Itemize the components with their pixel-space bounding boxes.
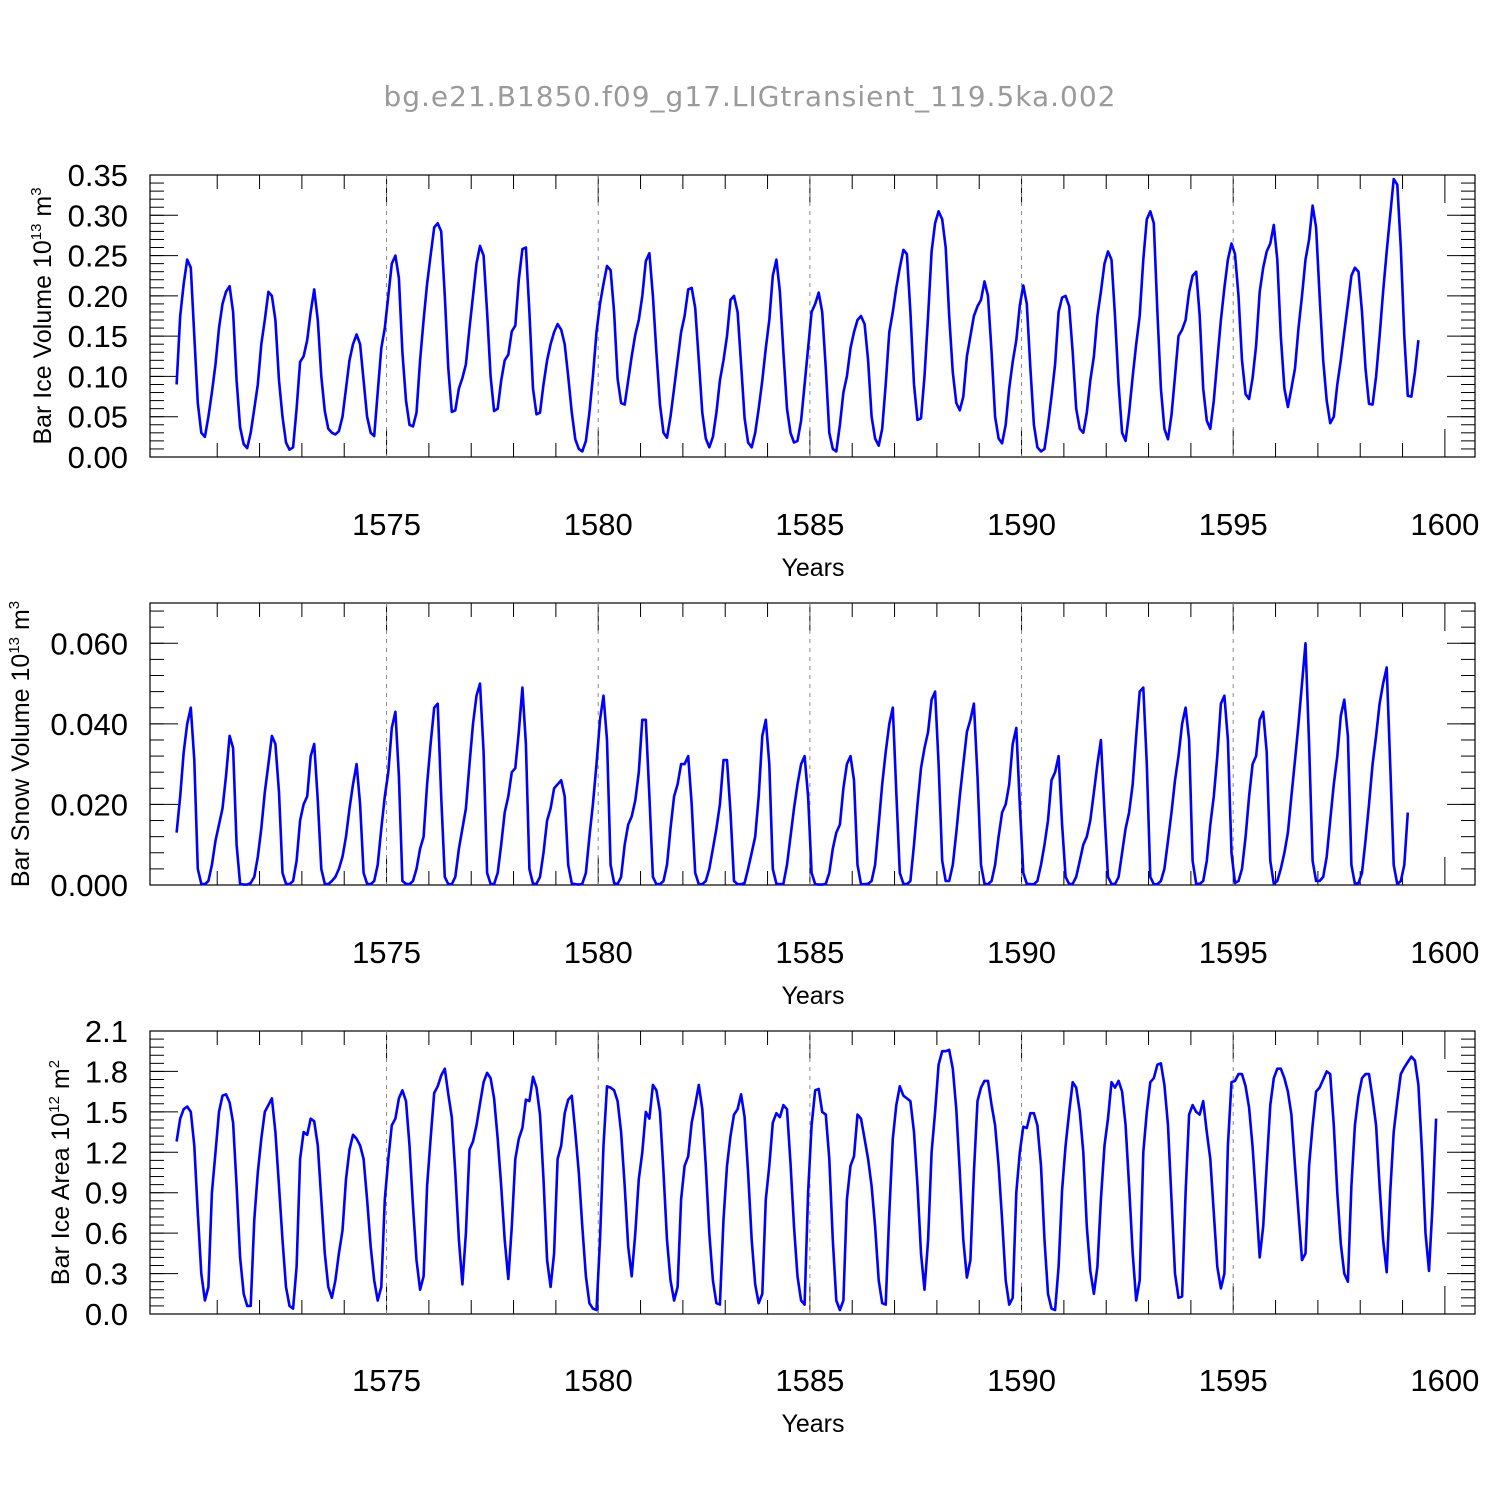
panel-1-y-tick-label: 0.15 [68, 319, 128, 354]
panel-2-x-tick-label: 1575 [352, 935, 421, 970]
panel-2-y-tick-label: 0.040 [50, 707, 128, 742]
panel-1-y-tick-label: 0.20 [68, 279, 128, 314]
panel-1-y-tick-label: 0.25 [68, 239, 128, 274]
panel-3-x-tick-label: 1590 [987, 1363, 1056, 1398]
panel-2-x-tick-label: 1580 [564, 935, 633, 970]
panel-3-y-tick-label: 2.1 [85, 1014, 128, 1049]
panel-1-y-tick-label: 0.00 [68, 440, 128, 475]
panel-3-x-tick-label: 1580 [564, 1363, 633, 1398]
panel-2-x-axis-label: Years [781, 982, 844, 1010]
panel-1-y-axis-label: Bar Ice Volume 1013 m3 [28, 187, 57, 444]
panel-2-y-axis-label: Bar Snow Volume 1013 m3 [6, 601, 35, 887]
panel-3-series-line [175, 1048, 1438, 1312]
panel-1-y-tick-label: 0.10 [68, 359, 128, 394]
panel-2-x-tick-label: 1595 [1199, 935, 1268, 970]
panel-2-x-tick-label: 1590 [987, 935, 1056, 970]
panel-3-x-tick-label: 1585 [775, 1363, 844, 1398]
panel-1-series-line [175, 177, 1420, 453]
panel-3-x-tick-label: 1595 [1199, 1363, 1268, 1398]
panel-3-x-tick-label: 1600 [1410, 1363, 1479, 1398]
panel-1-x-tick-label: 1590 [987, 507, 1056, 542]
panel-3-y-tick-label: 1.2 [85, 1135, 128, 1170]
panel-3-x-tick-label: 1575 [352, 1363, 421, 1398]
panel-3-y-tick-label: 0.3 [85, 1257, 128, 1292]
panel-1-plot-frame [149, 174, 1476, 458]
panel-2-y-tick-label: 0.060 [50, 626, 128, 661]
panel-1-y-tick-label: 0.05 [68, 400, 128, 435]
panel-3-y-axis-label: Bar Ice Area 1012 m2 [46, 1060, 75, 1285]
panel-3-y-tick-label: 0.0 [85, 1297, 128, 1332]
panel-3-plot-frame [149, 1030, 1476, 1315]
panel-2-x-tick-label: 1585 [775, 935, 844, 970]
panel-1-x-tick-label: 1595 [1199, 507, 1268, 542]
panel-2-y-tick-label: 0.020 [50, 787, 128, 822]
panel-1-x-tick-label: 1580 [564, 507, 633, 542]
panel-3-y-tick-label: 1.5 [85, 1095, 128, 1130]
chart-title: bg.e21.B1850.f09_g17.LIGtransient_119.5k… [383, 80, 1117, 113]
panel-3-y-tick-label: 0.9 [85, 1176, 128, 1211]
panel-2-x-tick-label: 1600 [1410, 935, 1479, 970]
panel-3-x-axis-label: Years [781, 1410, 844, 1438]
panel-3-y-tick-label: 1.8 [85, 1054, 128, 1089]
panel-1-x-axis-label: Years [781, 554, 844, 582]
panel-2-series-line [175, 641, 1410, 886]
panel-3-y-tick-label: 0.6 [85, 1216, 128, 1251]
panel-2-y-tick-label: 0.000 [50, 868, 128, 903]
panel-2-plot-frame [149, 602, 1476, 886]
panel-1-x-tick-label: 1575 [352, 507, 421, 542]
panel-1-y-tick-label: 0.30 [68, 198, 128, 233]
panel-1-x-tick-label: 1600 [1410, 507, 1479, 542]
panel-1-x-tick-label: 1585 [775, 507, 844, 542]
panel-1-y-tick-label: 0.35 [68, 158, 128, 193]
